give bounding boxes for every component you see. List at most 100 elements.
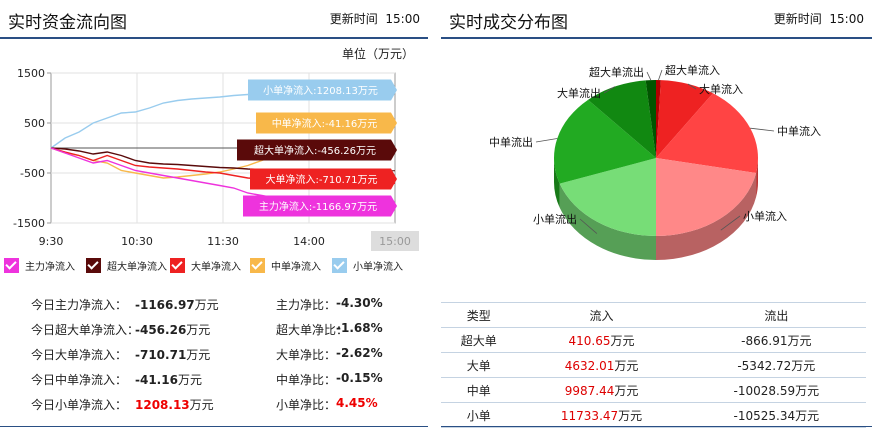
flow-outflow: -5342.72万元: [686, 352, 866, 378]
stat-label: 今日超大单净流入：: [31, 323, 140, 337]
stat-label: 今日小单净流入：: [31, 398, 128, 412]
left-panel-bottom-rule: [0, 426, 428, 427]
value-tag-large: 大单净流入:-710.71万元: [250, 168, 397, 190]
stat-label: 今日主力净流入：: [31, 298, 128, 312]
y-tick-label: 500: [24, 117, 45, 130]
pie-leader-line: [535, 138, 558, 143]
x-tick-label: 15:00: [379, 235, 411, 248]
y-tick-label: 1500: [17, 67, 45, 80]
y-tick-label: -1500: [13, 217, 45, 230]
ratio-label: 中单净比：: [276, 373, 337, 387]
pie-leader-line: [750, 127, 775, 132]
legend-item[interactable]: 超大单净流入: [86, 258, 167, 273]
pie-leader-line: [687, 83, 697, 90]
ratio-value: 4.45%: [336, 396, 378, 410]
x-tick-label: 10:30: [121, 235, 153, 248]
x-tick-label: 11:30: [207, 235, 239, 248]
x-tick-label: 14:00: [293, 235, 325, 248]
flow-outflow: -866.91万元: [686, 327, 866, 353]
pie-slice-label: 小单流出: [533, 212, 577, 226]
pie-leader-line: [658, 69, 663, 81]
stat-row: 今日小单净流入： 1208.13万元 小单净比： 4.45%: [0, 396, 428, 414]
legend-checkbox-icon[interactable]: [332, 258, 347, 273]
pie-leader-line: [579, 218, 598, 234]
flow-inflow: 11733.47万元: [516, 402, 687, 428]
stat-value: -456.26万元: [135, 323, 211, 337]
pie-leader-line: [646, 71, 652, 81]
pie-slice-side: [756, 158, 758, 197]
ratio-label: 主力净比：: [276, 298, 337, 312]
pie-slice-side: [655, 172, 757, 260]
legend-item[interactable]: 小单净流入: [332, 258, 403, 273]
pie-slice[interactable]: [645, 80, 656, 158]
flow-table-row: 超大单 410.65万元 -866.91万元: [441, 327, 866, 353]
pie-slice-label: 中单流出: [489, 135, 533, 149]
pie-slice[interactable]: [655, 158, 757, 236]
flow-table: 类型 流入 流出 超大单 410.65万元 -866.91万元 大单 4632.01万元…: [441, 302, 866, 428]
ratio-label: 小单净比：: [276, 398, 337, 412]
stat-label: 今日中单净流入：: [31, 373, 128, 387]
legend-item[interactable]: 大单净流入: [170, 258, 241, 273]
flow-inflow: 410.65万元: [516, 327, 687, 353]
stat-value: -1166.97万元: [135, 298, 219, 312]
value-tag-super: 超大单净流入:-456.26万元: [237, 139, 397, 161]
stat-value: 1208.13万元: [135, 398, 214, 412]
chart-legend: 主力净流入 超大单净流入 大单净流入 中单净流入 小单净流入: [4, 258, 424, 278]
legend-item[interactable]: 主力净流入: [4, 258, 75, 273]
pie-slice[interactable]: [656, 80, 661, 158]
chart-unit: 单位（万元）: [341, 47, 414, 61]
legend-label: 主力净流入: [25, 262, 75, 273]
flow-type: 中单: [441, 377, 517, 403]
ratio-value: -1.68%: [336, 321, 383, 335]
header-type: 类型: [441, 302, 517, 328]
stat-row: 今日大单净流入： -710.71万元 大单净比： -2.62%: [0, 346, 428, 364]
stat-label: 今日大单净流入：: [31, 348, 128, 362]
flow-table-row: 小单 11733.47万元 -10525.34万元: [441, 402, 866, 428]
x-tick-current-bg: [371, 231, 419, 251]
pie-slice[interactable]: [588, 80, 656, 158]
value-tag-text: 大单净流入:-710.71万元: [266, 173, 378, 186]
ratio-label: 超大单净比：: [276, 323, 349, 337]
pie-leader-line: [603, 86, 616, 94]
ratio-value: -4.30%: [336, 296, 383, 310]
legend-checkbox-icon[interactable]: [170, 258, 185, 273]
pie-slice-label: 超大单流入: [665, 63, 720, 77]
pie-slice[interactable]: [656, 93, 758, 173]
flow-table-row: 中单 9987.44万元 -10028.59万元: [441, 377, 866, 403]
ratio-value: -0.15%: [336, 371, 383, 385]
flow-type: 小单: [441, 402, 517, 428]
header-outflow: 流出: [686, 302, 866, 328]
y-tick-label: -500: [20, 167, 45, 180]
legend-item[interactable]: 中单净流入: [250, 258, 321, 273]
fund-flow-update-time: 更新时间 15:00: [329, 12, 420, 26]
flow-type: 大单: [441, 352, 517, 378]
distribution-update-time: 更新时间 15:00: [773, 12, 864, 26]
header-inflow: 流入: [516, 302, 687, 328]
trade-distribution-panel: 实时成交分布图 更新时间 15:00 超大单流入大单流入中单流入小单 流入 小单流出…: [441, 0, 872, 435]
value-tag-medium: 中单净流入:-41.16万元: [256, 112, 397, 134]
stat-row: 今日超大单净流入： -456.26万元 超大单净比： -1.68%: [0, 321, 428, 339]
flow-table-header: 类型 流入 流出: [441, 302, 866, 328]
legend-checkbox-icon[interactable]: [86, 258, 101, 273]
legend-label: 小单净流入: [353, 262, 403, 273]
fund-flow-panel: 实时资金流向图 更新时间 15:00 单位（万元） 9:30 10:30 11:30…: [0, 0, 428, 435]
legend-checkbox-icon[interactable]: [4, 258, 19, 273]
stat-row: 今日主力净流入： -1166.97万元 主力净比： -4.30%: [0, 296, 428, 314]
value-tag-small: 小单净流入:1208.13万元: [248, 79, 397, 101]
pie-slice-label: 大单流入: [699, 82, 743, 96]
distribution-title: 实时成交分布图: [449, 13, 568, 33]
stat-value: -710.71万元: [135, 348, 211, 362]
value-tag-text: 超大单净流入:-456.26万元: [254, 144, 376, 157]
right-panel-bottom-rule: [441, 426, 872, 427]
legend-checkbox-icon[interactable]: [250, 258, 265, 273]
pie-slice-side: [554, 158, 560, 208]
pie-slice[interactable]: [559, 158, 656, 236]
flow-table-row: 大单 4632.01万元 -5342.72万元: [441, 352, 866, 378]
flow-inflow: 4632.01万元: [516, 352, 687, 378]
pie-slice[interactable]: [656, 80, 713, 158]
pie-slice-label: 中单流入: [777, 124, 821, 138]
pie-slice[interactable]: [554, 99, 656, 184]
value-tag-text: 中单净流入:-41.16万元: [272, 117, 378, 130]
fund-flow-line-chart: 9:30 10:30 11:30 14:00 15:00 1500 500 -500 -1500…: [13, 67, 419, 251]
ratio-label: 大单净比：: [276, 348, 337, 362]
